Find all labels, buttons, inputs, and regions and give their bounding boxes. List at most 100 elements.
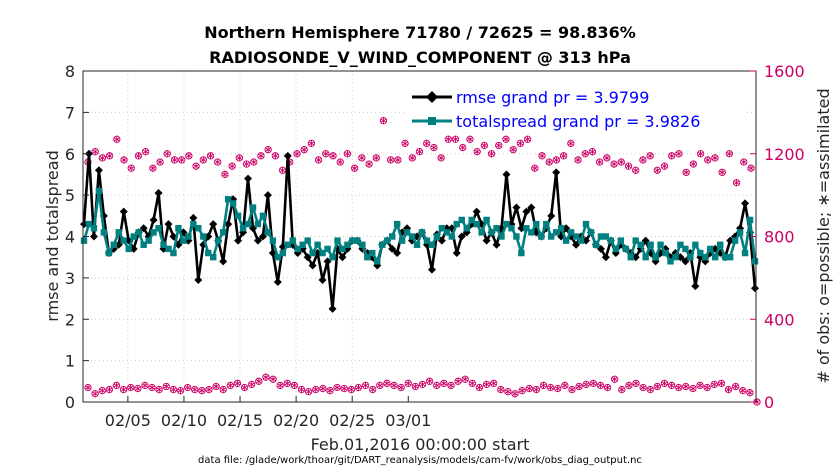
obs-assimilated-marker: [711, 380, 718, 388]
obs-star-stroke: [661, 381, 668, 386]
obs-star-stroke: [127, 385, 134, 390]
totalspread-point: [607, 237, 615, 244]
rmse-point: [393, 249, 402, 258]
obs-star-stroke: [611, 377, 618, 382]
obs-star-stroke: [171, 157, 178, 163]
obs-assimilated-marker: [248, 380, 255, 388]
totalspread-point: [150, 229, 157, 236]
obs-star-stroke: [333, 385, 341, 390]
obs-assimilated-marker: [387, 156, 394, 164]
obs-star-stroke: [243, 161, 250, 167]
obs-assimilated-marker: [205, 386, 213, 394]
obs-assimilated-marker: [654, 382, 661, 390]
obs-assimilated-marker: [732, 382, 739, 390]
obs-star-stroke: [625, 163, 632, 169]
obs-star-stroke: [293, 151, 301, 156]
obs-star-stroke: [509, 147, 517, 152]
obs-assimilated-marker: [298, 386, 305, 394]
rmse-point: [512, 203, 521, 212]
rmse-point: [527, 203, 536, 212]
rmse-point: [119, 207, 128, 216]
obs-star-stroke: [426, 379, 433, 384]
totalspread-point: [697, 249, 704, 257]
rmse-point: [502, 170, 511, 179]
totalspread-point: [582, 220, 590, 228]
obs-star-stroke: [383, 381, 391, 386]
totalspread-point: [304, 237, 311, 244]
totalspread-point: [364, 253, 371, 261]
obs-star-stroke: [682, 170, 690, 175]
obs-assimilated-marker: [234, 379, 241, 387]
y-axis-right-label: # of obs: o=possible; ∗=assimilated: [814, 88, 833, 383]
obs-assimilated-marker: [589, 148, 596, 156]
obs-star-stroke: [454, 379, 462, 384]
rmse-point: [328, 304, 337, 313]
totalspread-point: [249, 204, 257, 211]
obs-star-stroke: [184, 385, 191, 390]
obs-star-stroke: [423, 141, 430, 146]
obs-assimilated-marker: [668, 152, 675, 160]
obs-star-stroke: [120, 387, 127, 392]
obs-assimilated-marker: [221, 170, 229, 178]
totalspread-point: [433, 233, 441, 240]
obs-assimilated-marker: [155, 386, 163, 394]
x-axis-label: Feb.01,2016 00:00:00 start: [311, 435, 530, 454]
obs-star-stroke: [326, 388, 334, 393]
y-tick-right-label: 0: [764, 393, 774, 412]
totalspread-point: [567, 229, 575, 236]
totalspread-point: [642, 253, 649, 261]
totalspread-point: [717, 241, 724, 248]
obs-assimilated-marker: [661, 379, 668, 387]
chart-title-line1: Northern Hemisphere 71780 / 72625 = 98.8…: [204, 23, 636, 42]
obs-assimilated-marker: [481, 141, 488, 149]
obs-star-stroke: [236, 155, 243, 161]
obs-star-stroke: [625, 383, 633, 388]
totalspread-point: [458, 216, 465, 224]
obs-assimilated-marker: [127, 384, 134, 392]
totalspread-point: [612, 245, 620, 253]
obs-assimilated-marker: [518, 387, 526, 395]
obs-star-stroke: [639, 385, 647, 390]
obs-assimilated-marker: [574, 156, 582, 164]
obs-assimilated-marker: [718, 379, 725, 387]
obs-star-stroke: [234, 381, 241, 386]
obs-star-stroke: [397, 385, 405, 390]
obs-star-stroke: [185, 153, 193, 159]
obs-assimilated-marker: [212, 382, 220, 390]
obs-assimilated-marker: [725, 386, 732, 394]
obs-star-stroke: [661, 163, 668, 169]
obs-assimilated-marker: [412, 382, 419, 390]
obs-star-stroke: [517, 141, 524, 146]
totalspread-point: [200, 233, 207, 240]
totalspread-point: [205, 249, 212, 257]
obs-assimilated-marker: [567, 139, 575, 147]
obs-star-stroke: [447, 383, 455, 388]
obs-star-stroke: [149, 166, 157, 171]
obs-assimilated-marker: [279, 166, 286, 174]
obs-star-stroke: [582, 382, 590, 387]
obs-star-stroke: [703, 385, 711, 390]
obs-star-stroke: [255, 379, 263, 384]
obs-assimilated-marker: [329, 152, 337, 160]
obs-star-stroke: [362, 383, 369, 388]
obs-star-stroke: [604, 385, 611, 390]
totalspread-point: [577, 237, 585, 244]
obs-assimilated-marker: [106, 386, 113, 394]
obs-star-stroke: [545, 159, 553, 165]
obs-star-stroke: [198, 388, 206, 393]
totalspread-point: [125, 245, 132, 253]
obs-star-stroke: [533, 387, 540, 392]
obs-star-stroke: [524, 137, 531, 142]
obs-star-stroke: [291, 383, 298, 388]
totalspread-point: [677, 241, 684, 248]
rmse-point: [308, 261, 317, 270]
obs-star-stroke: [490, 381, 497, 386]
totalspread-point: [592, 241, 600, 248]
totalspread-point: [299, 241, 306, 248]
obs-assimilated-marker: [362, 381, 369, 389]
legend-rmse-marker: [426, 91, 438, 103]
obs-assimilated-marker: [675, 384, 682, 392]
totalspread-point: [478, 229, 485, 236]
obs-assimilated-marker: [276, 381, 284, 389]
obs-star-stroke: [560, 153, 567, 159]
